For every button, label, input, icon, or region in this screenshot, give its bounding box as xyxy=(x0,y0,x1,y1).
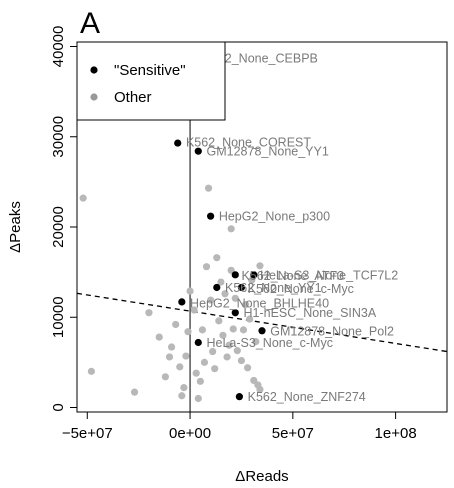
other-point xyxy=(229,325,237,333)
point-annotation: K562_None_c-Myc xyxy=(248,282,354,296)
sensitive-points-group xyxy=(174,139,266,401)
point-annotation: K562_None_YY1 xyxy=(225,281,322,295)
legend-label-other: Other xyxy=(114,89,152,106)
panel-label: A xyxy=(80,7,100,40)
other-point xyxy=(231,294,239,302)
other-point xyxy=(215,317,223,325)
x-tick-label: 1e+08 xyxy=(375,425,417,442)
point-annotation: K562_None_COREST xyxy=(186,136,311,150)
other-point xyxy=(198,326,206,334)
legend-marker-other xyxy=(90,93,98,101)
other-points-group xyxy=(79,56,264,403)
sensitive-point xyxy=(235,393,243,401)
other-point xyxy=(248,276,256,284)
other-point xyxy=(178,392,186,400)
sensitive-point xyxy=(231,271,239,279)
y-axis: 0 10000 20000 30000 40000 xyxy=(50,26,78,412)
y-tick-label: 40000 xyxy=(50,26,67,68)
sensitive-point xyxy=(231,309,239,317)
y-tick-label: 30000 xyxy=(50,116,67,158)
point-annotation: HepG2_None_p300 xyxy=(219,210,330,224)
x-axis: −5e+07 0e+00 5e+07 1e+08 xyxy=(62,411,417,442)
other-point xyxy=(192,369,200,377)
other-point xyxy=(227,225,235,233)
other-point xyxy=(172,320,180,329)
other-point xyxy=(194,394,202,403)
other-point xyxy=(244,364,252,372)
sensitive-point xyxy=(178,298,186,306)
other-point xyxy=(145,309,153,317)
other-point xyxy=(246,315,254,323)
x-axis-label: ΔReads xyxy=(235,468,288,485)
other-point xyxy=(182,352,190,360)
other-point xyxy=(219,331,227,339)
x-tick-label: 0e+00 xyxy=(169,425,211,442)
point-annotation: GM12878_None_Pol2 xyxy=(270,324,394,338)
legend: "Sensitive" Other xyxy=(76,41,226,121)
other-point xyxy=(207,296,215,304)
other-point xyxy=(161,373,169,381)
other-point xyxy=(186,287,194,295)
other-point xyxy=(239,326,248,334)
sensitive-point xyxy=(213,283,221,292)
sensitive-point xyxy=(258,327,266,335)
other-point xyxy=(155,333,163,341)
other-point xyxy=(223,353,231,361)
other-point xyxy=(196,377,204,385)
other-point xyxy=(200,358,209,366)
legend-label-sensitive: "Sensitive" xyxy=(114,62,186,79)
legend-box xyxy=(76,41,226,121)
other-point xyxy=(87,367,95,375)
other-point xyxy=(213,254,221,262)
point-annotation: HeLa-S3_None_TCF7L2 xyxy=(260,268,398,282)
other-point xyxy=(180,384,188,392)
sensitive-point xyxy=(194,338,202,347)
other-point xyxy=(221,290,229,298)
x-tick-label: −5e+07 xyxy=(62,425,113,442)
other-point xyxy=(241,301,250,309)
other-point xyxy=(217,278,225,286)
other-point xyxy=(256,262,264,270)
x-tick-label: 5e+07 xyxy=(272,425,314,442)
annotations-group: HepG2_None_CEBPBK562_None_CORESTGM12878_… xyxy=(186,52,398,404)
sensitive-point xyxy=(237,283,246,292)
point-annotation: HepG2_None_BHLHE40 xyxy=(190,296,329,310)
other-point xyxy=(204,184,213,192)
sensitive-point xyxy=(194,147,202,155)
other-point xyxy=(190,306,198,314)
y-tick-label: 20000 xyxy=(50,206,67,248)
other-point xyxy=(165,353,174,361)
point-annotation: GM12878_None_YY1 xyxy=(207,145,329,159)
sensitive-point xyxy=(174,139,182,147)
point-annotation: K562_None_ATF3 xyxy=(241,269,344,283)
other-point xyxy=(79,194,87,202)
other-point xyxy=(237,356,246,365)
sensitive-point xyxy=(250,271,258,279)
point-annotation: HeLa-S3_None_c-Myc xyxy=(207,336,333,350)
other-point xyxy=(209,347,217,356)
legend-marker-sensitive xyxy=(90,66,98,74)
other-point xyxy=(211,365,219,373)
other-point xyxy=(184,328,192,336)
y-tick-label: 10000 xyxy=(50,296,67,338)
other-point xyxy=(202,263,211,271)
point-annotation: K562_None_ZNF274 xyxy=(248,390,366,404)
other-point xyxy=(130,388,139,396)
other-point xyxy=(225,341,233,349)
other-point xyxy=(167,343,176,351)
y-axis-label: ΔPeaks xyxy=(7,201,24,253)
other-point xyxy=(233,347,241,355)
y-tick-label: 0 xyxy=(50,403,67,411)
point-annotation: H1-hESC_None_SIN3A xyxy=(244,306,377,320)
other-point xyxy=(176,363,184,371)
other-point xyxy=(252,338,260,346)
other-point xyxy=(256,385,264,394)
sensitive-point xyxy=(207,212,215,220)
